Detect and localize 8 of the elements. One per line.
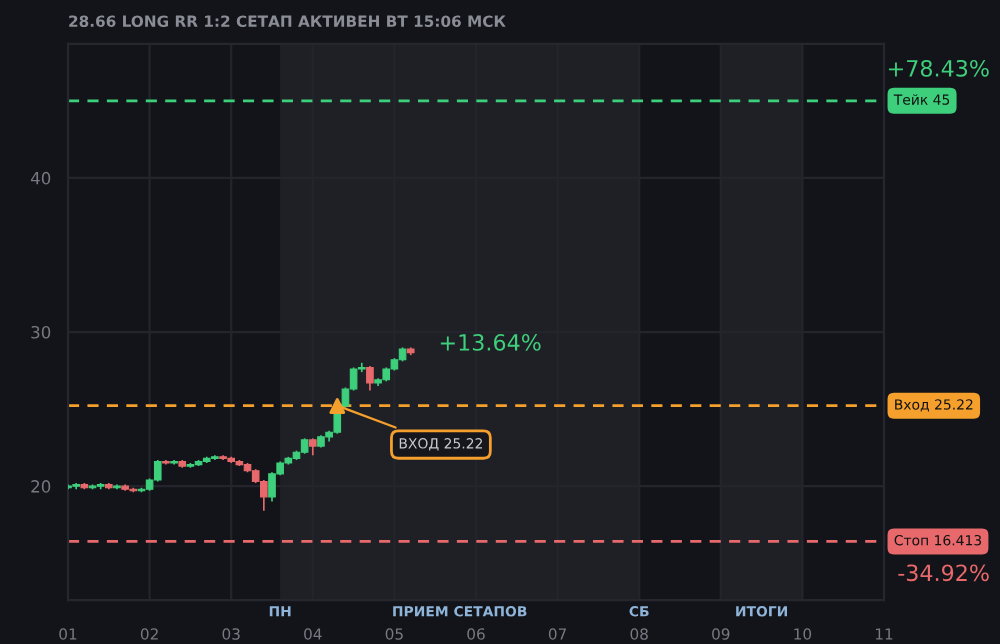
- y-tick-label: 20: [31, 480, 51, 493]
- text: +78.43%: [889, 59, 989, 77]
- candlestick: [153, 459, 162, 483]
- candlestick: [366, 365, 374, 392]
- y-tick-label: 40: [30, 171, 51, 185]
- text: -34.92%: [898, 564, 989, 582]
- annotation: +13.64%: [440, 333, 541, 351]
- y-tick-label: 30: [31, 325, 51, 339]
